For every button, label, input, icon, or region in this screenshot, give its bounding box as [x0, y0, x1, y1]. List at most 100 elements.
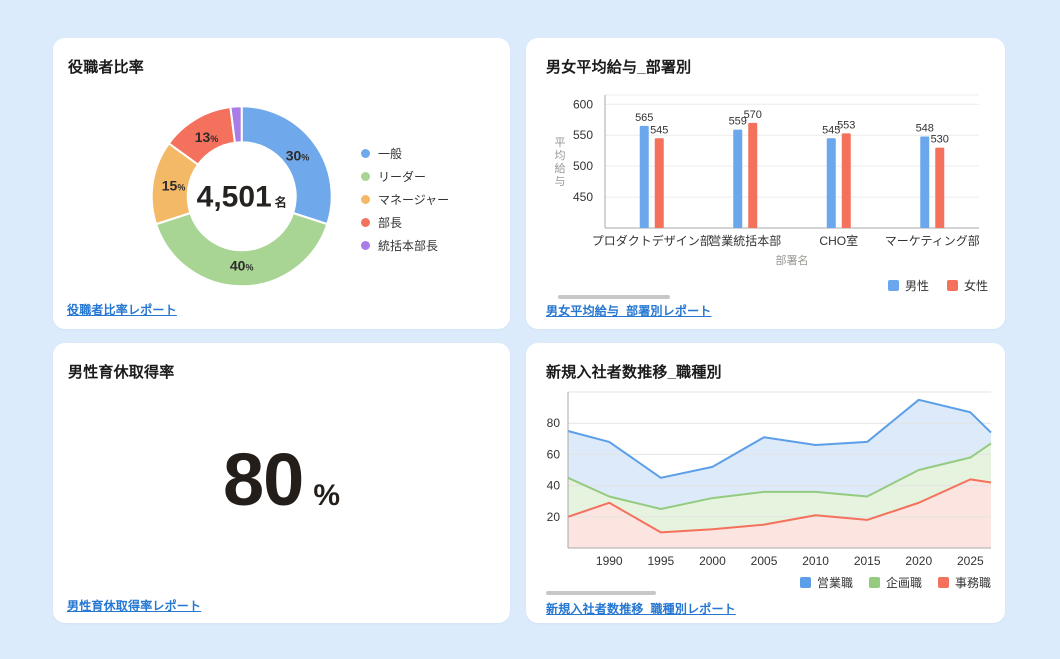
legend-item-マネージャー[interactable]: マネージャー: [361, 188, 449, 211]
legend-swatch: [946, 280, 958, 291]
legend-item-リーダー[interactable]: リーダー: [361, 165, 449, 188]
svg-text:545: 545: [822, 124, 840, 136]
legend-label: マネージャー: [378, 193, 450, 207]
kpi-value: 80 %: [53, 443, 510, 517]
legend-swatch: [361, 195, 370, 204]
bar-CHO室-男性[interactable]: [826, 138, 836, 228]
bar-マーケティング部-女性[interactable]: [935, 147, 945, 228]
kpi-unit: %: [313, 479, 340, 512]
bar-プロダクトデザイン部-男性[interactable]: [639, 125, 649, 228]
legend-item-企画職[interactable]: 企画職: [868, 574, 922, 591]
svg-text:2005: 2005: [751, 554, 778, 568]
line-営業職: [567, 398, 992, 479]
legend-label: 事務職: [954, 576, 991, 590]
legend-item-統括本部長[interactable]: 統括本部長: [361, 234, 449, 257]
kpi-number: 80: [223, 438, 304, 521]
svg-text:450: 450: [573, 190, 593, 204]
horizontal-scrollbar[interactable]: [546, 591, 656, 595]
donut-slice-統括本部長[interactable]: [229, 105, 243, 144]
bar-営業統括本部-女性[interactable]: [748, 122, 758, 228]
svg-text:570: 570: [744, 109, 762, 121]
legend-label: 営業職: [816, 576, 853, 590]
card-paternity-leave-rate: 男性育休取得率 80 % 男性育休取得率レポート: [53, 343, 510, 623]
svg-text:プロダクトデザイン部: プロダクトデザイン部: [592, 233, 712, 248]
report-link-position-ratio[interactable]: 役職者比率レポート: [67, 303, 177, 317]
card-new-hires-trend: 新規入社者数推移_職種別 20 40 60 80 1990 1995 2000 2005 201…: [526, 343, 1005, 623]
donut-slice-リーダー[interactable]: [155, 211, 329, 288]
legend-swatch: [868, 577, 880, 588]
report-link-salary[interactable]: 男女平均給与_部署別レポート: [546, 304, 712, 318]
legend-item-営業職[interactable]: 営業職: [799, 574, 853, 591]
svg-text:1995: 1995: [648, 554, 675, 568]
bar-営業統括本部-男性[interactable]: [733, 129, 743, 228]
svg-text:600: 600: [573, 97, 593, 111]
bar-chart: 450500550600平均給与プロダクトデザイン部565545営業統括本部55…: [555, 94, 980, 267]
svg-text:559: 559: [729, 116, 747, 128]
legend-item-事務職[interactable]: 事務職: [937, 574, 991, 591]
legend-label: リーダー: [378, 170, 427, 184]
svg-text:CHO室: CHO室: [819, 233, 858, 248]
card-title-paternity-leave: 男性育休取得率: [68, 364, 175, 381]
bar-プロダクトデザイン部-女性[interactable]: [654, 138, 664, 228]
slice-percent-label: 30%: [286, 148, 310, 164]
bar-マーケティング部-男性[interactable]: [920, 136, 930, 228]
legend-label: 女性: [963, 279, 988, 293]
svg-text:営業統括本部: 営業統括本部: [709, 233, 781, 248]
card-salary-by-department: 男女平均給与_部署別 450 500 550 600 平均給与プロダクトデザイン部 565…: [526, 38, 1005, 329]
report-link-paternity-leave[interactable]: 男性育休取得率レポート: [67, 599, 202, 613]
legend-swatch: [361, 241, 370, 250]
donut-slice-一般[interactable]: [240, 105, 333, 226]
legend-swatch: [887, 280, 899, 291]
svg-text:548: 548: [916, 122, 934, 134]
legend-swatch: [361, 172, 370, 181]
slice-percent-label: 15%: [162, 178, 186, 194]
report-link-new-hires[interactable]: 新規入社者数推移_職種別レポート: [546, 602, 736, 616]
svg-text:60: 60: [547, 447, 561, 461]
legend-label: 部長: [378, 216, 403, 230]
donut-chart: 30% 40% 15% 13% 4,501 名: [150, 105, 333, 288]
line-企画職: [567, 442, 992, 510]
card-title-new-hires: 新規入社者数推移_職種別: [546, 364, 722, 381]
card-title-salary: 男女平均給与_部署別: [546, 59, 692, 76]
legend-item-女性[interactable]: 女性: [946, 277, 988, 294]
svg-text:2010: 2010: [802, 554, 829, 568]
legend-swatch: [937, 577, 949, 588]
legend-item-一般[interactable]: 一般: [361, 142, 449, 165]
legend-label: 一般: [378, 147, 403, 161]
svg-text:20: 20: [547, 510, 561, 524]
legend-label: 男性: [904, 279, 929, 293]
card-title-position-ratio: 役職者比率: [68, 59, 145, 76]
legend-swatch: [361, 218, 370, 227]
x-axis-name: 部署名: [776, 253, 809, 267]
svg-text:565: 565: [635, 112, 653, 124]
svg-text:40: 40: [547, 479, 561, 493]
legend-swatch: [799, 577, 811, 588]
legend-label: 企画職: [885, 576, 922, 590]
area-fill-事務職: [568, 479, 991, 548]
svg-text:550: 550: [573, 128, 593, 142]
y-axis-name: 平均給与: [555, 137, 566, 188]
svg-text:530: 530: [931, 134, 949, 146]
svg-text:マーケティング部: マーケティング部: [885, 233, 980, 248]
line-事務職: [567, 478, 992, 534]
donut-legend: 一般リーダーマネージャー 部長統括本部長: [361, 142, 449, 257]
svg-text:2020: 2020: [905, 554, 932, 568]
svg-text:2025: 2025: [957, 554, 984, 568]
bar-legend: 男性 女性: [887, 277, 988, 294]
svg-text:553: 553: [837, 119, 855, 131]
svg-text:1990: 1990: [596, 554, 623, 568]
svg-text:500: 500: [573, 159, 593, 173]
horizontal-scrollbar[interactable]: [558, 295, 670, 299]
card-position-ratio: 役職者比率 30% 40% 15% 13% 4,501 名 一般 リーダー マネージャー 部長統…: [53, 38, 510, 329]
donut-center-value: 4,501 名: [197, 180, 287, 213]
legend-item-部長[interactable]: 部長: [361, 211, 449, 234]
area-chart: 20 40 60 80 1990 1995 2000 2005 2010 2015 2020 2025: [547, 391, 992, 568]
legend-swatch: [361, 149, 370, 158]
legend-item-男性[interactable]: 男性: [887, 277, 929, 294]
svg-text:2015: 2015: [854, 554, 881, 568]
bar-CHO室-女性[interactable]: [841, 133, 851, 228]
slice-percent-label: 13%: [195, 129, 219, 145]
svg-text:545: 545: [650, 124, 668, 136]
svg-text:80: 80: [547, 416, 561, 430]
